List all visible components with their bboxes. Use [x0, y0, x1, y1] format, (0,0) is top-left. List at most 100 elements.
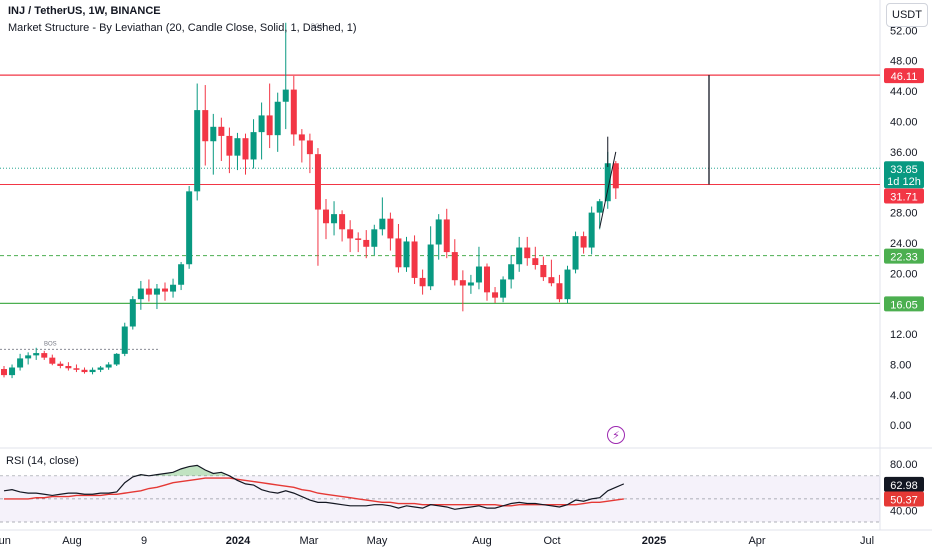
flash-icon[interactable]: ⚡	[607, 426, 625, 444]
time-scale: Jun Aug 9 2024 Mar May Aug Oct 2025 Apr Jul	[0, 535, 874, 547]
rsi-pane: 80.00 40.00	[0, 459, 918, 523]
top-bos-label: BOS	[311, 24, 324, 30]
candle-body	[1, 369, 7, 376]
candle-body	[49, 357, 56, 364]
candle-body	[347, 229, 354, 239]
candle-body	[363, 239, 370, 247]
candle-body	[516, 247, 523, 265]
price-tick-label: 20.00	[890, 268, 918, 280]
level-badge	[884, 248, 924, 264]
level-lines: BOS BOS	[0, 24, 880, 350]
candle-body	[580, 236, 587, 248]
price-tick-label: 52.00	[890, 25, 918, 37]
candle-body	[153, 288, 160, 295]
candle-body	[451, 252, 458, 281]
indicator-title: Market Structure - By Leviathan (20, Can…	[8, 22, 357, 34]
rsi-line	[3, 464, 625, 510]
rsi-tick-label: 80.00	[890, 459, 918, 471]
level-badge	[884, 296, 924, 312]
time-tick-label: Aug	[472, 535, 492, 547]
time-tick-label: Oct	[543, 535, 560, 547]
candle-body	[492, 292, 499, 298]
dashed-price-label: 22.33	[890, 252, 918, 264]
price-tick-label: 48.00	[890, 56, 918, 68]
candle-body	[596, 201, 603, 213]
candle-body	[274, 101, 281, 136]
candle-body	[178, 264, 185, 285]
time-tick-label: Aug	[62, 535, 82, 547]
candle-body	[17, 358, 24, 368]
time-tick-label: 9	[141, 535, 147, 547]
candle-body	[234, 138, 241, 156]
candle-body	[371, 229, 378, 247]
candle-body	[137, 288, 144, 300]
price-tick-label: 28.00	[890, 208, 918, 220]
symbol-title: INJ / TetherUS, 1W, BINANCE	[8, 5, 161, 17]
support-price-label: 16.05	[890, 299, 918, 311]
candlesticks	[1, 22, 619, 379]
candle-body	[572, 236, 579, 270]
rsi-tick-label: 40.00	[890, 505, 918, 517]
candle-body	[113, 353, 120, 365]
candle-body	[532, 258, 539, 266]
candle-body	[588, 212, 595, 248]
price-tick-label: 0.00	[890, 420, 911, 432]
candle-body	[186, 191, 193, 265]
candle-body	[210, 126, 217, 142]
price-tick-label: 24.00	[890, 238, 918, 250]
candle-body	[524, 247, 531, 259]
candle-body	[65, 365, 72, 369]
candle-body	[121, 326, 128, 354]
currency-button[interactable]: USDT	[886, 3, 928, 27]
candle-body	[170, 284, 177, 292]
bos-label: BOS	[44, 341, 57, 347]
candle-body	[403, 241, 410, 268]
rsi-overbought-fill	[4, 465, 624, 476]
candle-body	[443, 219, 450, 253]
level-badge	[884, 188, 924, 204]
current-price-label: 33.85	[890, 164, 918, 176]
price-tick-label: 44.00	[890, 86, 918, 98]
price-scale: 52.00 48.00 44.00 40.00 36.00 28.00 24.00 20.00…	[890, 25, 918, 432]
candle-body	[475, 266, 482, 283]
candle-body	[604, 163, 611, 202]
candle-body	[250, 132, 257, 160]
candle-body	[331, 214, 338, 224]
time-tick-label: Jul	[860, 535, 874, 547]
candle-body	[467, 282, 474, 286]
time-tick-label: Jun	[0, 535, 11, 547]
candle-body	[435, 219, 442, 245]
candle-body	[556, 283, 563, 300]
rsi-value-label: 62.98	[890, 480, 918, 492]
candle-body	[387, 218, 394, 239]
candle-body	[282, 89, 289, 102]
candle-body	[323, 209, 329, 224]
candle-body	[306, 140, 313, 155]
candle-body	[339, 214, 346, 230]
candle-body	[500, 279, 507, 298]
candle-body	[612, 163, 619, 189]
rsi-title: RSI (14, close)	[6, 455, 79, 467]
candle-body	[105, 364, 112, 368]
candle-body	[57, 363, 64, 366]
rsi-ma-line	[4, 477, 624, 507]
level-badge	[884, 491, 924, 507]
candle-body	[81, 369, 88, 373]
candle-body	[258, 115, 265, 133]
resistance-price-label: 46.11	[891, 71, 918, 83]
candle-body	[266, 115, 273, 136]
price-tick-label: 36.00	[890, 147, 918, 159]
grid-lines	[0, 0, 932, 531]
candle-body	[395, 238, 402, 268]
candle-body	[411, 241, 418, 278]
countdown-label: 1d 12h	[887, 176, 921, 188]
candle-body	[97, 367, 104, 370]
candle-body	[194, 110, 201, 192]
candle-body	[226, 135, 233, 156]
price-tick-label: 12.00	[890, 329, 918, 341]
candle-body	[129, 299, 136, 327]
candle-body	[33, 353, 40, 356]
candle-body	[314, 154, 321, 210]
